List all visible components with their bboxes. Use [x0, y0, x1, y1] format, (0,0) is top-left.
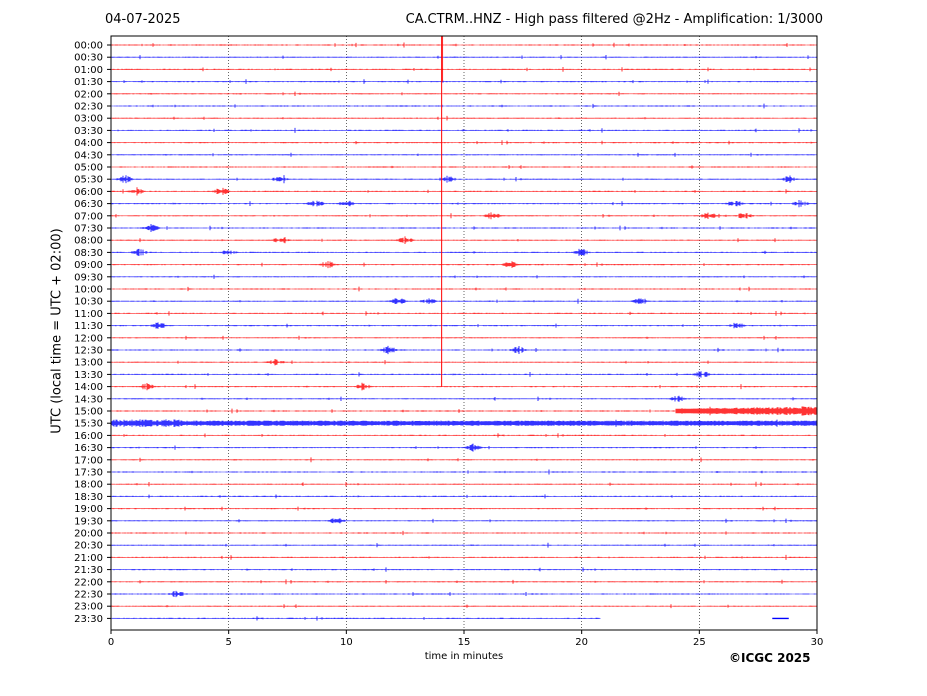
y-tick-label: 09:00 [74, 260, 103, 271]
copyright-label: ©ICGC 2025 [729, 651, 811, 665]
x-tick-labels: 0 5 10 15 20 25 30 [108, 630, 824, 648]
y-tick-label: 19:30 [74, 516, 103, 527]
y-tick-label: 11:30 [74, 321, 103, 332]
y-tick-label: 23:30 [74, 614, 103, 625]
y-tick-label: 15:00 [74, 407, 103, 418]
y-tick-label: 14:00 [74, 382, 103, 393]
y-tick-label: 16:30 [74, 443, 103, 454]
trace-row [110, 79, 818, 84]
y-tick-label: 10:30 [74, 297, 103, 308]
y-tick-label: 02:30 [74, 102, 103, 113]
y-tick-label: 01:30 [74, 77, 103, 88]
y-tick-label: 08:30 [74, 248, 103, 259]
y-tick-label: 10:00 [74, 285, 103, 296]
x-tick-label: 0 [108, 637, 114, 648]
y-tick-label: 07:00 [74, 211, 103, 222]
y-tick-label: 19:00 [74, 504, 103, 515]
y-tick-label: 23:00 [74, 602, 103, 613]
y-tick-label: 04:30 [74, 150, 103, 161]
y-tick-label: 15:30 [74, 419, 103, 430]
y-tick-label: 18:30 [74, 492, 103, 503]
y-tick-label: 21:30 [74, 565, 103, 576]
y-tick-label: 06:00 [74, 187, 103, 198]
trace-row [110, 433, 818, 438]
y-tick-label: 17:00 [74, 455, 103, 466]
trace-row [110, 457, 818, 463]
date-label: 04-07-2025 [105, 12, 181, 27]
y-tick-label: 21:00 [74, 553, 103, 564]
trace-row [110, 67, 818, 72]
y-tick-label: 09:30 [74, 272, 103, 283]
x-tick-label: 15 [458, 637, 471, 648]
y-tick-label: 05:00 [74, 163, 103, 174]
y-tick-label: 00:00 [74, 41, 103, 52]
y-tick-label: 06:30 [74, 199, 103, 210]
y-tick-label: 22:00 [74, 577, 103, 588]
x-tick-label: 10 [340, 637, 353, 648]
plot-frame [110, 35, 818, 631]
trace-row [110, 115, 818, 121]
y-tick-label: 12:00 [74, 333, 103, 344]
chart-title: CA.CTRM..HNZ - High pass filtered @2Hz -… [405, 12, 823, 27]
y-tick-label: 00:30 [74, 53, 103, 64]
y-tick-label: 05:30 [74, 175, 103, 186]
trace-row [110, 481, 818, 487]
trace-row [110, 359, 818, 366]
trace-row [110, 91, 818, 96]
x-tick-label: 20 [575, 637, 588, 648]
y-tick-label: 08:00 [74, 236, 103, 247]
y-tick-label: 14:30 [74, 394, 103, 405]
trace-row [110, 469, 818, 475]
y-tick-label: 02:00 [74, 89, 103, 100]
grid-lines [228, 36, 700, 630]
y-tick-label: 20:30 [74, 541, 103, 552]
y-tick-label: 01:00 [74, 65, 103, 76]
y-tick-label: 03:00 [74, 114, 103, 125]
trace-row [110, 616, 601, 621]
y-tick-label: 04:00 [74, 138, 103, 149]
y-tick-label: 12:30 [74, 346, 103, 357]
y-tick-label: 16:00 [74, 431, 103, 442]
trace-row [110, 567, 818, 572]
y-tick-label: 07:30 [74, 224, 103, 235]
y-tick-label: 22:30 [74, 590, 103, 601]
trace-row [110, 55, 818, 60]
trace-row [110, 604, 818, 609]
x-tick-label: 25 [693, 637, 706, 648]
trace-row [110, 42, 818, 48]
trace-row [110, 345, 818, 355]
x-axis-label: time in minutes [424, 651, 504, 662]
trace-row [110, 286, 818, 292]
trace-row [110, 382, 818, 391]
y-tick-label: 18:00 [74, 480, 103, 491]
trace-row [110, 187, 818, 196]
x-tick-label: 5 [225, 637, 231, 648]
y-tick-label: 13:00 [74, 358, 103, 369]
y-tick-label: 20:00 [74, 529, 103, 540]
trace-row [110, 175, 818, 184]
trace-row [110, 274, 818, 279]
y-tick-label: 11:00 [74, 309, 103, 320]
x-tick-label: 30 [811, 637, 824, 648]
y-tick-label: 13:30 [74, 370, 103, 381]
y-tick-label: 03:30 [74, 126, 103, 137]
y-tick-label: 17:30 [74, 468, 103, 479]
trace-row [110, 103, 818, 109]
trace-row [110, 579, 818, 585]
